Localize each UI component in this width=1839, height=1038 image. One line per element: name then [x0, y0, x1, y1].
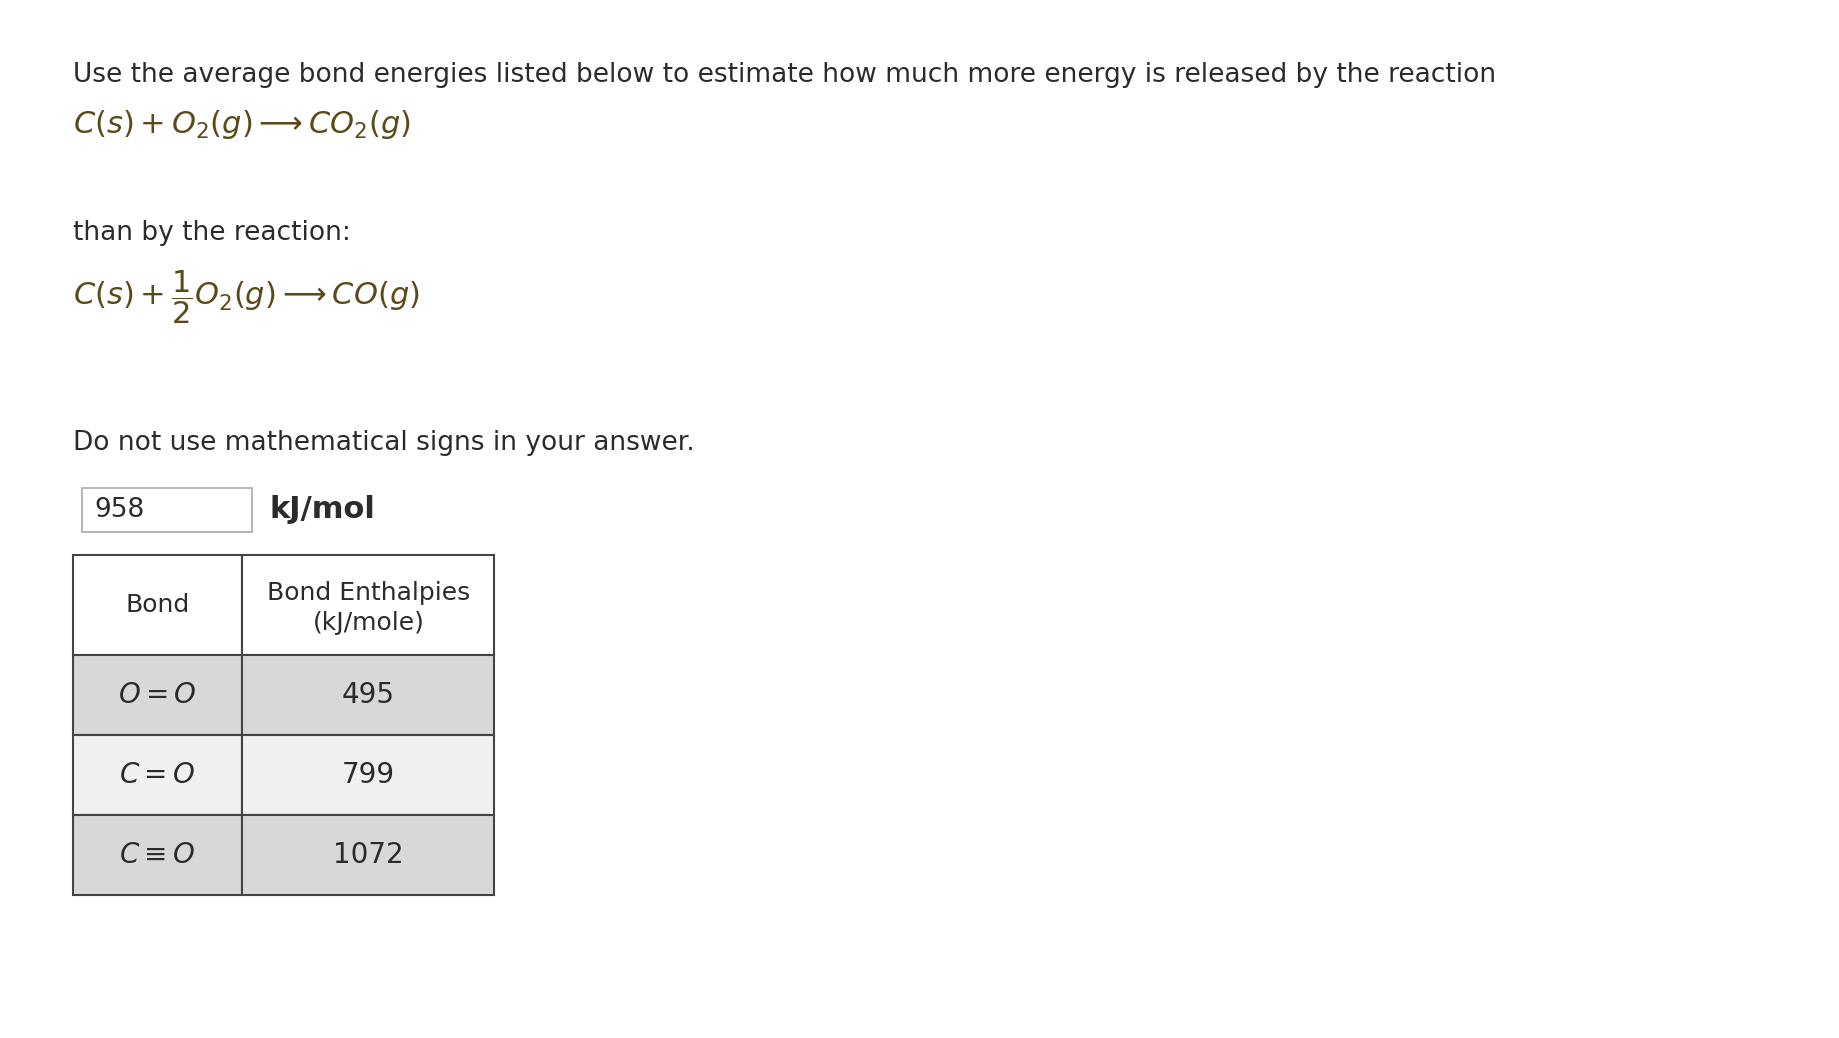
Text: (kJ/mole): (kJ/mole) — [313, 611, 425, 635]
Text: 799: 799 — [342, 761, 395, 789]
Text: $\mathit{C}(s)+\mathit{O}_2(g)\longrightarrow \mathit{CO}_2(g)$: $\mathit{C}(s)+\mathit{O}_2(g)\longright… — [74, 108, 410, 141]
Text: Bond Enthalpies: Bond Enthalpies — [267, 581, 471, 605]
Text: kJ/mol: kJ/mol — [270, 495, 375, 524]
Text: than by the reaction:: than by the reaction: — [74, 220, 351, 246]
Text: $O=O$: $O=O$ — [118, 681, 197, 709]
FancyBboxPatch shape — [74, 815, 243, 895]
Text: $C=O$: $C=O$ — [120, 761, 195, 789]
Text: 958: 958 — [94, 497, 143, 523]
Text: $C\equiv O$: $C\equiv O$ — [120, 841, 195, 869]
Text: 1072: 1072 — [333, 841, 405, 869]
FancyBboxPatch shape — [83, 488, 252, 532]
FancyBboxPatch shape — [243, 555, 495, 655]
FancyBboxPatch shape — [243, 735, 495, 815]
Text: $\mathit{C}(s)+\dfrac{1}{2}\mathit{O}_2(g)\longrightarrow \mathit{CO}(g)$: $\mathit{C}(s)+\dfrac{1}{2}\mathit{O}_2(… — [74, 268, 419, 326]
FancyBboxPatch shape — [74, 735, 243, 815]
Text: Bond: Bond — [125, 593, 189, 617]
FancyBboxPatch shape — [74, 655, 243, 735]
FancyBboxPatch shape — [243, 655, 495, 735]
FancyBboxPatch shape — [243, 815, 495, 895]
FancyBboxPatch shape — [74, 555, 243, 655]
Text: Use the average bond energies listed below to estimate how much more energy is r: Use the average bond energies listed bel… — [74, 62, 1495, 88]
Text: 495: 495 — [342, 681, 395, 709]
Text: Do not use mathematical signs in your answer.: Do not use mathematical signs in your an… — [74, 430, 695, 456]
